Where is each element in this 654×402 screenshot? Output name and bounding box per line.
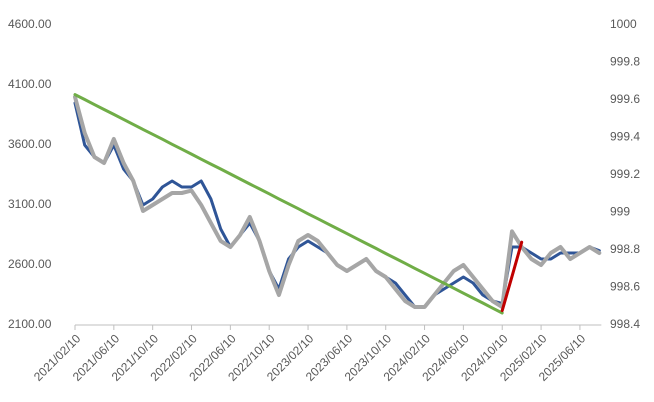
y2-tick-label: 999.4 — [610, 130, 640, 144]
y-tick-label: 2100.00 — [8, 317, 52, 331]
y-tick-label: 4100.00 — [8, 77, 52, 91]
series-line — [500, 240, 524, 313]
y-tick-label: 3100.00 — [8, 197, 52, 211]
y-tick-label: 4600.00 — [8, 17, 52, 31]
series-line — [73, 93, 504, 315]
y2-tick-label: 999 — [610, 205, 630, 219]
y2-tick-label: 998.8 — [610, 242, 640, 256]
y2-tick-label: 998.6 — [610, 280, 640, 294]
y2-tick-label: 999.6 — [610, 92, 640, 106]
y2-tick-label: 999.8 — [610, 55, 640, 69]
y2-tick-label: 1000 — [610, 17, 637, 31]
y-tick-label: 3600.00 — [8, 137, 52, 151]
y-tick-label: 2600.00 — [8, 257, 52, 271]
series-line — [73, 95, 602, 309]
y2-tick-label: 999.2 — [610, 167, 640, 181]
y2-tick-label: 998.4 — [610, 317, 640, 331]
